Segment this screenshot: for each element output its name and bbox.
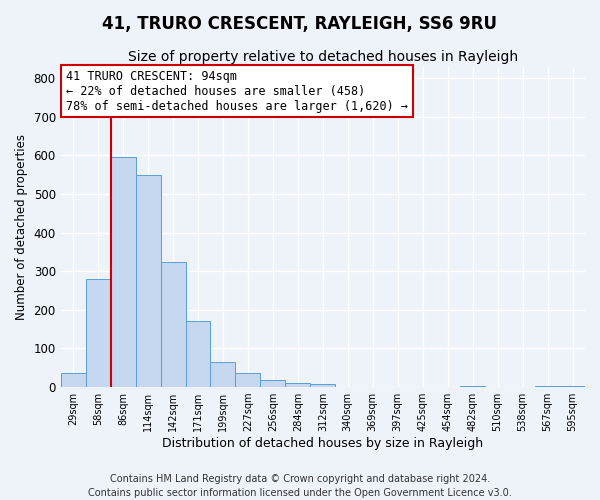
- Text: 41 TRURO CRESCENT: 94sqm
← 22% of detached houses are smaller (458)
78% of semi-: 41 TRURO CRESCENT: 94sqm ← 22% of detach…: [66, 70, 408, 113]
- Text: 41, TRURO CRESCENT, RAYLEIGH, SS6 9RU: 41, TRURO CRESCENT, RAYLEIGH, SS6 9RU: [103, 15, 497, 33]
- Bar: [211, 362, 235, 387]
- Bar: [310, 384, 335, 387]
- Bar: [110, 156, 136, 387]
- Title: Size of property relative to detached houses in Rayleigh: Size of property relative to detached ho…: [128, 50, 518, 64]
- Bar: [185, 322, 211, 387]
- Bar: [136, 174, 161, 387]
- Bar: [260, 380, 286, 387]
- Bar: [161, 262, 185, 387]
- Bar: [460, 386, 485, 387]
- Y-axis label: Number of detached properties: Number of detached properties: [15, 134, 28, 320]
- Text: Contains HM Land Registry data © Crown copyright and database right 2024.
Contai: Contains HM Land Registry data © Crown c…: [88, 474, 512, 498]
- Bar: [535, 386, 560, 387]
- Bar: [86, 279, 110, 387]
- Bar: [235, 373, 260, 387]
- Bar: [286, 383, 310, 387]
- Bar: [61, 373, 86, 387]
- X-axis label: Distribution of detached houses by size in Rayleigh: Distribution of detached houses by size …: [162, 437, 484, 450]
- Bar: [560, 386, 585, 387]
